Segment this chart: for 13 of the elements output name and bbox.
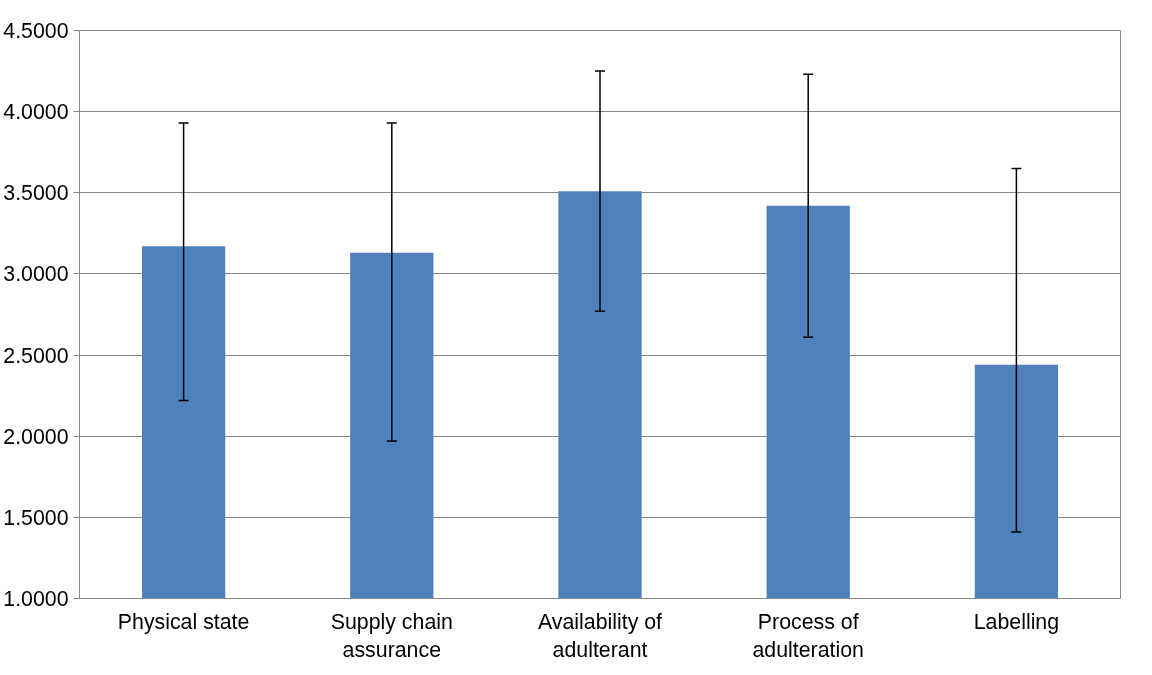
- y-tick-label: 1.5000: [3, 505, 69, 530]
- y-tick-label: 3.5000: [3, 181, 69, 206]
- x-tick-label: Availability of adulterant: [537, 609, 663, 663]
- y-tick-label: 1.0000: [3, 587, 69, 611]
- x-tick-label: Physical state: [117, 609, 250, 634]
- y-tick-label: 2.5000: [3, 343, 69, 368]
- y-tick-label: 4.0000: [3, 100, 69, 125]
- y-tick-label: 2.0000: [3, 424, 69, 449]
- y-tick-label: 4.5000: [3, 19, 69, 43]
- x-tick-label: Labelling: [973, 609, 1060, 634]
- y-tick-label: 3.0000: [3, 262, 69, 287]
- x-tick-label: Supply chain assurance: [330, 609, 453, 663]
- x-tick-label: Process of adulteration: [752, 609, 864, 663]
